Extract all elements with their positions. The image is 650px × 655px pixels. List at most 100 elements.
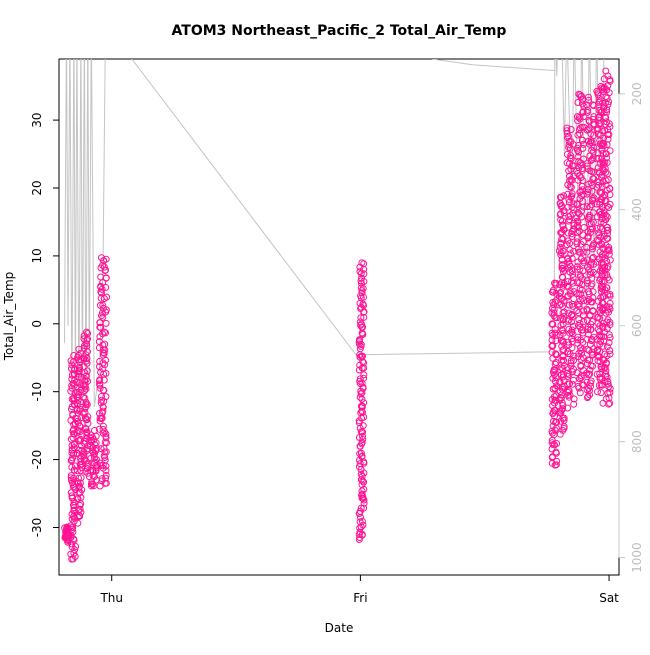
temperature-point: [575, 148, 583, 156]
temperature-point: [96, 301, 104, 309]
temperature-point: [357, 504, 365, 512]
temperature-point: [82, 376, 90, 384]
temperature-point: [595, 181, 603, 189]
temperature-point: [575, 248, 583, 256]
temperature-point: [360, 504, 368, 512]
temperature-point: [585, 220, 593, 228]
temperature-point: [587, 377, 595, 385]
temperature-point: [67, 522, 75, 530]
temperature-point: [563, 124, 571, 132]
temperature-point: [573, 369, 581, 377]
temperature-point: [81, 377, 89, 385]
temperature-point: [600, 83, 608, 91]
temperature-point: [549, 288, 556, 296]
temperature-point: [97, 324, 105, 331]
temperature-point: [600, 210, 608, 218]
temperature-point: [574, 382, 582, 390]
temperature-point: [73, 417, 81, 425]
y-axis-label: Total_Air_Temp: [2, 272, 16, 361]
temperature-point: [98, 393, 105, 400]
temperature-point: [96, 459, 104, 467]
temperature-point: [565, 309, 573, 317]
temperature-point: [61, 524, 69, 532]
plot-data-layer: [61, 59, 614, 563]
temperature-point: [559, 365, 567, 373]
temperature-point: [605, 339, 613, 346]
temperature-point: [555, 247, 563, 255]
temperature-point: [599, 342, 607, 350]
temperature-point: [578, 207, 586, 215]
temperature-point: [595, 116, 603, 124]
temperature-point: [560, 312, 568, 320]
temperature-point: [99, 422, 107, 430]
temperature-point: [603, 284, 611, 292]
temperature-point: [74, 479, 82, 487]
temperature-point: [70, 549, 78, 557]
temperature-point: [590, 120, 598, 128]
temperature-point: [569, 271, 577, 278]
temperature-point: [583, 203, 591, 211]
temperature-point: [600, 337, 608, 345]
temperature-point: [565, 137, 573, 145]
temperature-point: [566, 290, 574, 298]
temperature-point: [102, 393, 110, 401]
temperature-point: [583, 108, 591, 116]
temperature-point: [601, 364, 609, 372]
temperature-point: [74, 450, 81, 458]
temperature-point: [575, 142, 582, 149]
temperature-point: [75, 345, 83, 353]
temperature-point: [584, 186, 592, 193]
temperature-point: [599, 299, 607, 307]
temperature-point: [565, 301, 573, 309]
temperature-point: [587, 298, 595, 306]
temperature-point: [87, 431, 95, 439]
secondary-series-line: [64, 59, 605, 431]
temperature-point: [569, 376, 577, 384]
temperature-point: [603, 227, 611, 234]
temperature-point: [99, 301, 107, 309]
temperature-point: [602, 168, 610, 176]
temperature-point: [599, 203, 607, 211]
temperature-point: [589, 225, 596, 233]
temperature-point: [583, 256, 591, 264]
temperature-point: [586, 370, 594, 378]
temperature-point: [357, 277, 365, 285]
temperature-point: [99, 330, 106, 338]
temperature-point: [69, 434, 77, 442]
temperature-point: [599, 399, 607, 407]
temperature-point: [577, 187, 585, 195]
temperature-point: [573, 238, 581, 246]
temperature-point: [574, 336, 582, 344]
temperature-point: [80, 335, 88, 343]
temperature-point: [560, 416, 568, 424]
temperature-point: [583, 162, 591, 170]
temperature-point: [357, 402, 365, 410]
y-tick-label: 20: [30, 180, 44, 195]
temperature-point: [595, 154, 603, 162]
temperature-point: [604, 135, 612, 143]
temperature-point: [360, 399, 368, 407]
temperature-point: [552, 337, 560, 345]
temperature-point: [589, 148, 597, 156]
temperature-point: [573, 265, 581, 273]
temperature-point: [67, 474, 75, 482]
temperature-point: [594, 388, 601, 396]
temperature-point: [585, 96, 593, 104]
temperature-point: [81, 394, 89, 402]
temperature-point: [564, 229, 572, 237]
temperature-point: [96, 319, 104, 327]
temperature-point: [103, 293, 111, 301]
temperature-point: [589, 101, 597, 109]
temperature-point: [563, 150, 571, 158]
temperature-point: [68, 543, 76, 551]
temperature-point: [548, 336, 556, 344]
temperature-point: [565, 198, 573, 206]
temperature-point: [606, 256, 614, 264]
temperature-point: [356, 528, 364, 536]
temperature-point: [575, 316, 583, 324]
temperature-point: [98, 312, 105, 320]
temperature-point: [564, 404, 572, 412]
temperature-point: [567, 183, 575, 191]
temperature-point: [76, 365, 84, 372]
